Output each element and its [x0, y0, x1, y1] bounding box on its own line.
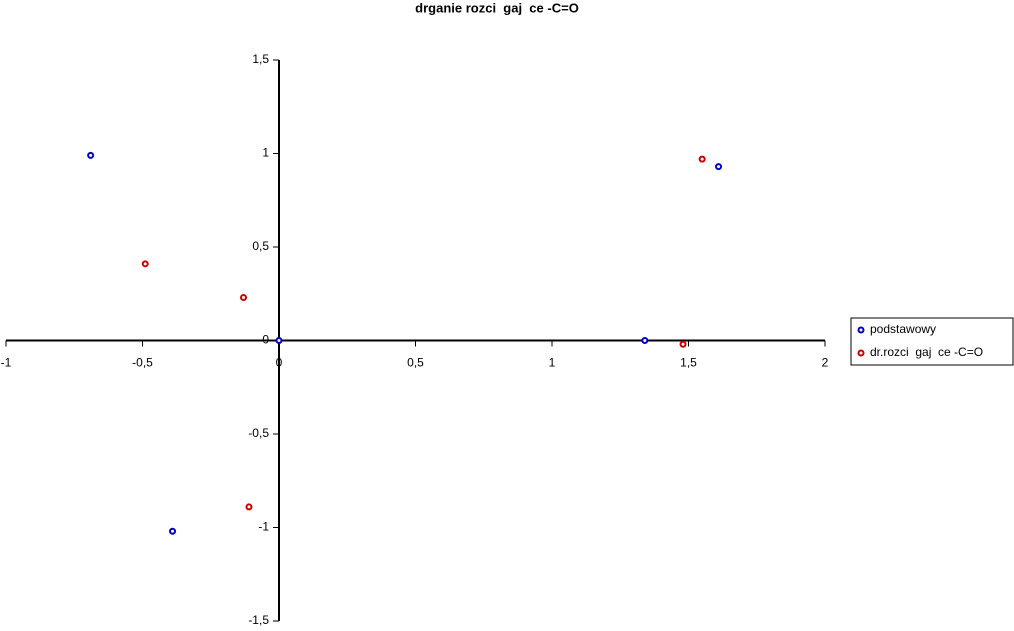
- x-tick-label: 1: [549, 356, 556, 370]
- y-tick-label: -1: [258, 520, 269, 534]
- point: [679, 340, 687, 348]
- point: [240, 293, 248, 301]
- y-tick-label: 1,5: [252, 52, 269, 66]
- y-tick-label: 0,5: [252, 239, 269, 253]
- legend-marker: [857, 326, 865, 334]
- x-tick-label: 1,5: [680, 356, 697, 370]
- legend-label: dr.rozci gaj ce -C=O: [870, 345, 983, 359]
- point: [169, 527, 177, 535]
- point: [141, 260, 149, 268]
- y-tick-label: -1,5: [248, 613, 269, 627]
- point: [698, 155, 706, 163]
- x-tick-label: -1: [1, 356, 12, 370]
- y-tick-label: -0,5: [248, 426, 269, 440]
- point: [245, 503, 253, 511]
- y-tick-label: 1: [262, 146, 269, 160]
- legend-box: [850, 317, 1014, 366]
- y-tick-label: 0: [262, 333, 269, 347]
- legend-marker: [857, 349, 865, 357]
- chart-title: drganie rozci gaj ce -C=O: [415, 0, 579, 15]
- x-tick-label: -0,5: [132, 356, 153, 370]
- x-tick-label: 0: [276, 356, 283, 370]
- x-tick-label: 2: [822, 356, 829, 370]
- point: [275, 337, 283, 344]
- x-tick-label: 0,5: [407, 356, 424, 370]
- legend-label: podstawowy: [870, 322, 936, 336]
- point: [641, 337, 649, 344]
- point: [715, 163, 723, 171]
- point: [87, 151, 95, 159]
